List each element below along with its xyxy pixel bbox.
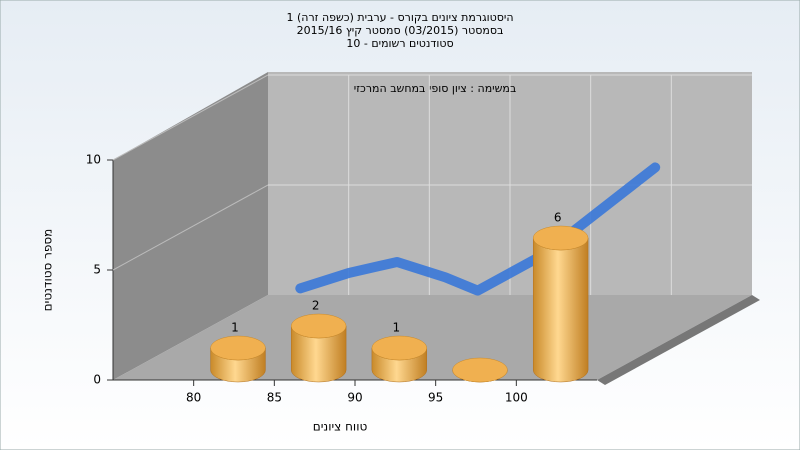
bar-top — [452, 357, 508, 383]
floor-edge — [597, 295, 760, 385]
y-tick-label: 10 — [86, 153, 101, 167]
x-tick-label: 100 — [505, 391, 528, 405]
grid-line — [112, 74, 269, 161]
y-tick-label: 0 — [93, 373, 101, 387]
value-label: 1 — [393, 321, 401, 335]
bar — [532, 237, 589, 383]
bar-top — [290, 313, 347, 339]
grid-line — [112, 184, 269, 271]
y-tick-label: 5 — [93, 263, 101, 277]
x-tick-label: 85 — [267, 391, 282, 405]
value-label: 1 — [231, 321, 239, 335]
bar-top — [532, 225, 589, 251]
chart-title: סטודנטים רשומים - 10 — [346, 37, 453, 50]
subtitle: במשימה : ציון סופי במחשב המרכזי — [354, 82, 517, 95]
value-label: 2 — [312, 299, 320, 313]
x-axis-label: טווח ציונים — [313, 420, 368, 434]
floor — [113, 295, 752, 380]
value-label: 6 — [554, 211, 562, 225]
x-tick-label: 95 — [428, 391, 443, 405]
bar-top — [371, 335, 428, 361]
bar-top — [210, 335, 266, 361]
left-wall — [113, 72, 268, 380]
chart-title: בסמסטר (03/2015) סמסטר קיץ 2015/16 — [297, 24, 504, 37]
chart-title: היסטוגרמת ציונים בקורס - ערבית (כשפה זרה… — [286, 11, 513, 24]
x-tick-label: 90 — [347, 391, 362, 405]
x-tick-label: 80 — [186, 391, 201, 405]
y-axis-label: מספר סטודנטים — [41, 229, 55, 312]
